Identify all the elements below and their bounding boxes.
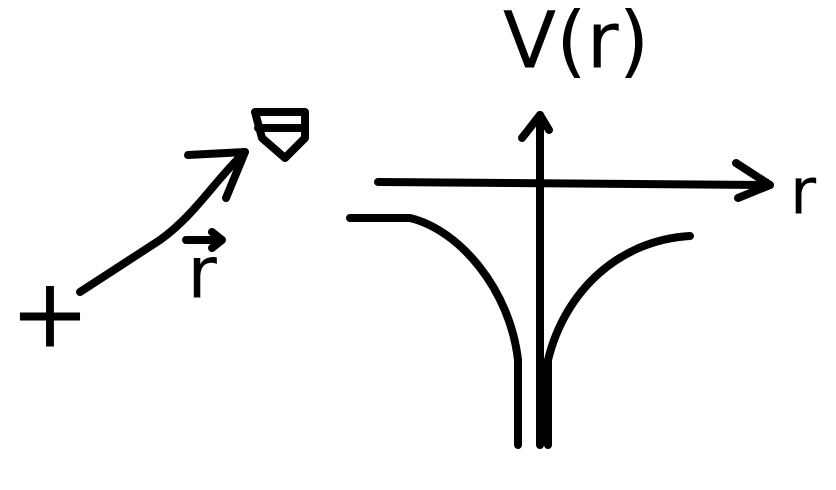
radial-axis-label: r (790, 156, 817, 230)
observer (251, 108, 309, 162)
radial-axis-arrowhead (732, 159, 774, 202)
vector-label: r (187, 231, 217, 315)
radial-axis (374, 178, 774, 189)
vector-line (76, 148, 249, 296)
vector-label-arrow (182, 228, 226, 252)
potential-curve-right (544, 232, 694, 449)
potential-curve-left (346, 214, 522, 449)
potential-axis-arrowhead (518, 111, 553, 142)
vector-arrowhead (184, 148, 249, 202)
charge-label: + (10, 257, 90, 369)
potential-axis-label: V(r) (503, 0, 649, 86)
